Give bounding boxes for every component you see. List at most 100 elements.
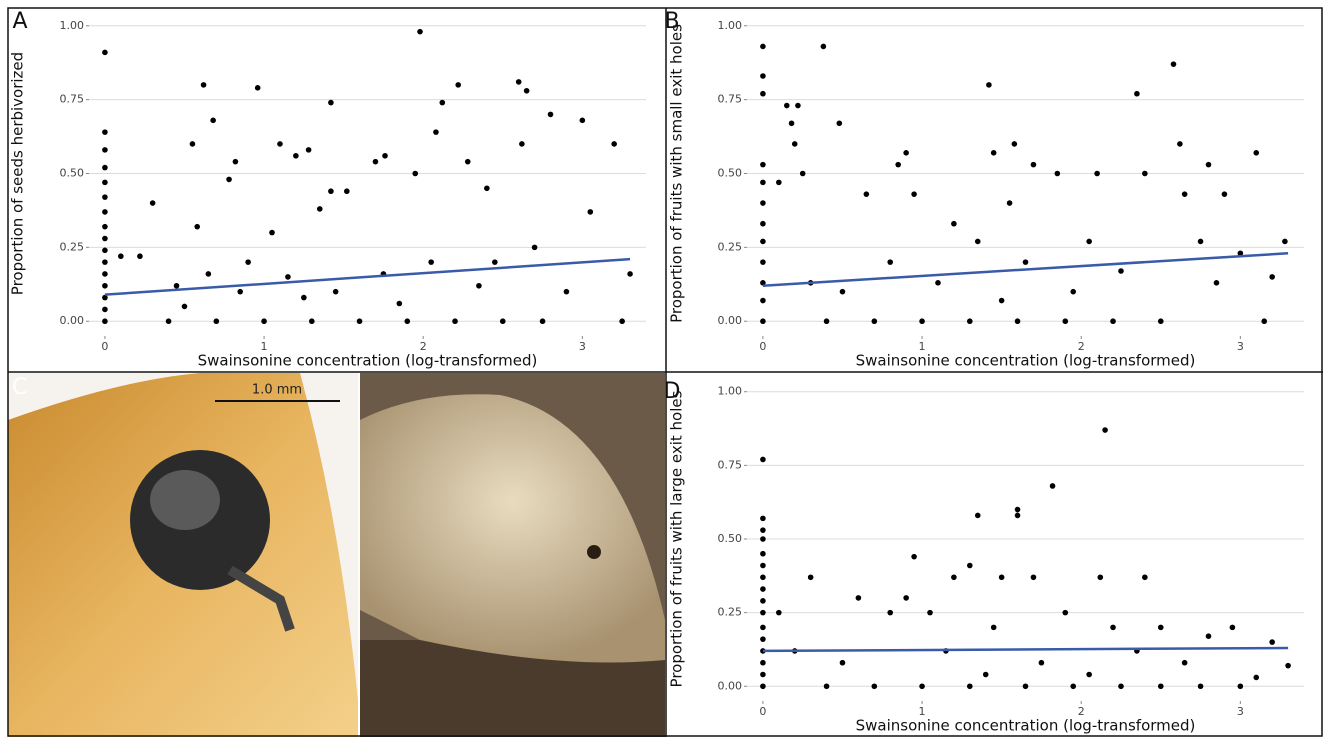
point	[428, 259, 434, 265]
point	[102, 165, 108, 171]
y-axis-title: Proportion of fruits with large exit hol…	[668, 390, 686, 687]
x-tick-label: 0	[759, 705, 766, 718]
point	[226, 177, 232, 183]
point	[118, 253, 124, 259]
point	[1015, 513, 1021, 519]
point	[166, 318, 172, 324]
point	[911, 554, 917, 560]
point	[214, 318, 220, 324]
y-axis-title: Proportion of fruits with small exit hol…	[668, 24, 686, 323]
point	[1012, 141, 1018, 147]
point	[476, 283, 482, 289]
point	[357, 318, 363, 324]
point	[102, 283, 108, 289]
x-tick-label: 0	[759, 340, 766, 353]
point	[951, 574, 957, 580]
point	[1182, 191, 1188, 197]
point	[309, 318, 315, 324]
scale-label: 1.0 mm	[252, 383, 302, 398]
point	[760, 527, 766, 533]
point	[269, 230, 275, 236]
point	[201, 82, 207, 88]
point	[328, 100, 334, 106]
point	[1110, 318, 1116, 324]
point	[1282, 239, 1288, 245]
y-tick-label: 0.50	[718, 532, 743, 545]
point	[516, 79, 522, 85]
point	[344, 188, 350, 194]
point	[999, 298, 1005, 304]
point	[760, 516, 766, 522]
x-axis-title: Swainsonine concentration (log-transform…	[856, 352, 1196, 370]
point	[792, 141, 798, 147]
figure: 1.0 mm C 0.000.250.500.751.000123Swainso…	[0, 0, 1323, 737]
point	[903, 595, 909, 601]
point	[1158, 625, 1164, 631]
point	[1015, 318, 1021, 324]
point	[837, 120, 843, 126]
point	[102, 129, 108, 135]
point	[760, 318, 766, 324]
y-tick-label: 0.50	[60, 167, 85, 180]
point	[564, 289, 570, 295]
point	[1222, 191, 1228, 197]
point	[1253, 675, 1259, 681]
point	[760, 91, 766, 97]
point	[760, 636, 766, 642]
point	[293, 153, 299, 159]
point	[328, 188, 334, 194]
point	[1015, 507, 1021, 513]
panel-label: B	[664, 9, 679, 34]
point	[1070, 289, 1076, 295]
point	[306, 147, 312, 153]
point	[760, 239, 766, 245]
y-tick-label: 1.00	[718, 19, 743, 32]
point	[991, 625, 997, 631]
point	[182, 304, 188, 310]
point	[795, 103, 801, 109]
point	[1050, 483, 1056, 489]
y-tick-label: 0.00	[718, 679, 743, 692]
point	[1055, 171, 1061, 177]
point	[102, 318, 108, 324]
point	[206, 271, 212, 277]
point	[237, 289, 243, 295]
trend-line	[763, 648, 1288, 651]
point	[627, 271, 633, 277]
point	[903, 150, 909, 156]
point	[872, 318, 878, 324]
point	[760, 625, 766, 631]
point	[492, 259, 498, 265]
point	[1086, 239, 1092, 245]
point	[1214, 280, 1220, 286]
y-tick-label: 0.00	[718, 314, 743, 327]
point	[999, 574, 1005, 580]
point	[1007, 200, 1013, 206]
point	[1261, 318, 1267, 324]
y-tick-label: 0.50	[718, 167, 743, 180]
point	[102, 236, 108, 242]
point	[864, 191, 870, 197]
y-tick-label: 0.00	[60, 314, 85, 327]
point	[967, 563, 973, 569]
point	[991, 150, 997, 156]
point	[500, 318, 506, 324]
point	[776, 180, 782, 186]
point	[760, 683, 766, 689]
point	[935, 280, 941, 286]
point	[967, 318, 973, 324]
point	[588, 209, 594, 215]
point	[1238, 683, 1244, 689]
point	[190, 141, 196, 147]
point	[1253, 150, 1259, 156]
point	[1097, 574, 1103, 580]
point	[484, 185, 490, 191]
point	[532, 245, 538, 251]
point	[619, 318, 625, 324]
point	[382, 153, 388, 159]
point	[760, 551, 766, 557]
point	[1142, 171, 1148, 177]
point	[975, 239, 981, 245]
point	[210, 118, 216, 124]
point	[760, 672, 766, 678]
